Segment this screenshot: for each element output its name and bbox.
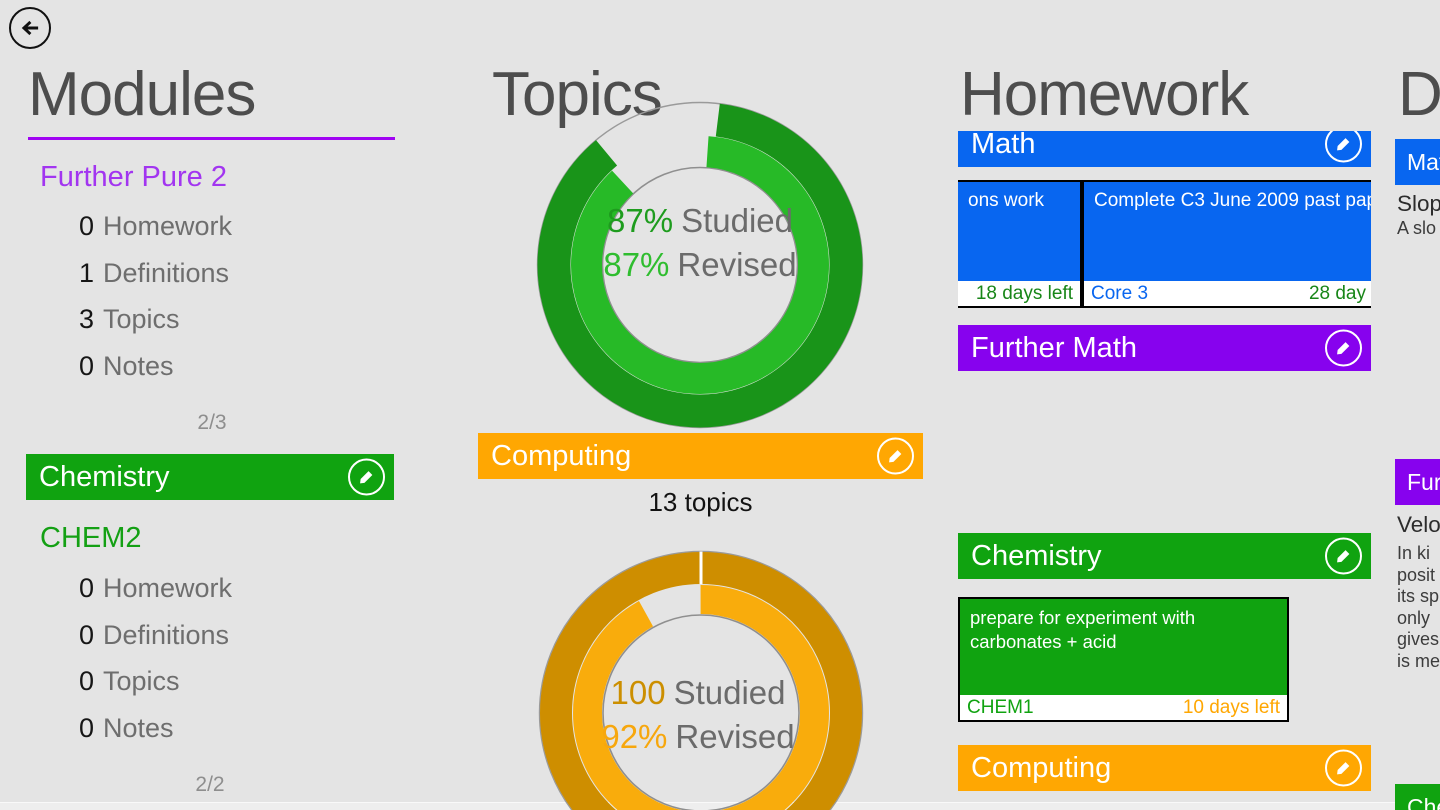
stat-count: 3 [78,304,94,334]
module-name[interactable]: Further Pure 2 [40,161,227,193]
stat-row[interactable]: 0 Definitions [76,619,232,650]
module-header-label: Chemistry [39,460,170,493]
homework-card[interactable]: prepare for experiment with carbonates +… [958,597,1289,722]
page-indicator: 2/2 [195,773,225,796]
definitions-further-header-bar[interactable]: Furt [1395,459,1440,505]
card-body-text: prepare for experiment with carbonates +… [970,607,1196,652]
homework-title: Homework [960,60,1249,129]
stat-label: Topics [103,304,180,334]
topics-donut-green[interactable] [535,100,865,430]
back-button[interactable] [9,7,51,49]
edit-button[interactable] [877,437,914,475]
homework-math-header-bar[interactable]: Math [958,131,1371,167]
definition-body[interactable]: A slo [1397,218,1437,238]
definitions-further-header-label: Furt [1407,468,1440,495]
homework-card-row: ons work 18 days left Complete C3 June 2… [958,180,1371,308]
stat-count: 0 [78,666,94,696]
definition-term[interactable]: Slop [1397,191,1440,216]
donut-center-label: 100 Studied 92% Revised [601,674,795,755]
stat-count: 1 [78,257,94,288]
stat-label: Notes [103,350,174,381]
edit-button[interactable] [348,458,385,496]
topics-computing-header-label: Computing [491,439,632,472]
stat-count: 0 [78,573,94,603]
card-body-text: Complete C3 June 2009 past paper [1094,190,1371,211]
stat-label: Homework [103,573,233,603]
module-stats: 0 Homework 0 Definitions 0 Topics 0 Note… [76,573,232,759]
definitions-title: D [1398,60,1440,129]
topic-count-caption: 13 topics [648,487,753,517]
homework-chemistry-header-bar[interactable]: Chemistry [958,533,1371,579]
stat-count: 0 [78,350,94,381]
edit-button[interactable] [1325,749,1362,787]
donut-outline-hole [601,166,799,364]
definitions-chemistry-header-label: Che [1407,793,1440,810]
days-left-label: 28 day [1308,283,1366,304]
stat-row[interactable]: 0 Homework [76,573,233,603]
homework-further-math-header-bar[interactable]: Further Math [958,325,1371,371]
stat-row[interactable]: 0 Notes [76,350,232,381]
homework-card[interactable]: ons work 18 days left [958,180,1082,308]
homework-computing-header-bar[interactable]: Computing [958,745,1371,791]
module-stats: 0 Homework 1 Definitions 3 Topics 0 Note… [76,211,232,397]
topics-donut-orange[interactable] [538,550,864,810]
stat-row[interactable]: 3 Topics [76,304,232,334]
stat-count: 0 [78,211,94,241]
homework-card[interactable]: Complete C3 June 2009 past paper Core 3 … [1082,180,1371,308]
card-module-label: Core 3 [1091,283,1149,304]
modules-title: Modules [28,60,256,129]
pencil-icon [889,450,902,463]
definitions-chemistry-header-bar[interactable]: Che [1395,784,1440,810]
card-footer: CHEM1 10 days left [960,695,1287,720]
donut-outline-hole [602,614,800,810]
back-arrow-icon [21,20,39,36]
pencil-icon [360,471,373,484]
stat-label: Definitions [103,619,230,650]
definitions-math-header-label: Mat [1407,148,1440,175]
edit-button[interactable] [1325,131,1362,163]
stat-label: Notes [103,712,174,743]
donut-ring-revised [573,585,829,810]
card-footer: 18 days left [958,281,1080,306]
edit-button[interactable] [1325,537,1362,575]
stat-row[interactable]: 1 Definitions [76,257,232,288]
stat-label: Homework [103,211,233,241]
horizontal-scrollbar[interactable] [0,802,1440,810]
days-left-label: 18 days left [975,283,1073,304]
stat-row[interactable]: 0 Homework [76,211,233,241]
pencil-icon [1337,138,1350,151]
stat-row[interactable]: 0 Topics [76,666,232,696]
homework-computing-header-label: Computing [971,751,1112,784]
module-code-label[interactable]: CHEM2 [40,522,142,554]
topics-title: Topics [492,60,663,129]
stat-count: 0 [78,619,94,650]
donut-center-label: 87% Studied 87% Revised [603,202,797,283]
homework-further-math-header-label: Further Math [971,331,1137,364]
pencil-icon [1337,342,1350,355]
homework-math-header-label: Math [971,131,1036,160]
donut-ring-revised [571,136,829,394]
topics-computing-header-bar[interactable]: Computing [478,433,923,479]
stat-count: 0 [78,712,94,743]
days-left-label: 10 days left [1182,697,1280,718]
donut-ring-studied [537,102,863,428]
edit-button[interactable] [1325,329,1362,367]
modules-underline [28,137,395,140]
card-body-text: ons work [968,190,1045,211]
pencil-icon [1337,762,1350,775]
page-indicator: 2/3 [197,411,227,434]
stat-label: Definitions [103,257,230,288]
card-module-label: CHEM1 [967,697,1034,718]
definition-term[interactable]: Velo [1397,512,1440,537]
homework-chemistry-header-label: Chemistry [971,539,1102,572]
definition-body[interactable]: In ki posit its sp only gives is me [1397,543,1440,671]
stat-label: Topics [103,666,180,696]
card-footer: Core 3 28 day [1084,281,1371,306]
stat-row[interactable]: 0 Notes [76,712,232,743]
pencil-icon [1337,550,1350,563]
definitions-math-header-bar[interactable]: Mat [1395,139,1440,185]
module-header-bar-chemistry[interactable]: Chemistry [26,454,394,500]
